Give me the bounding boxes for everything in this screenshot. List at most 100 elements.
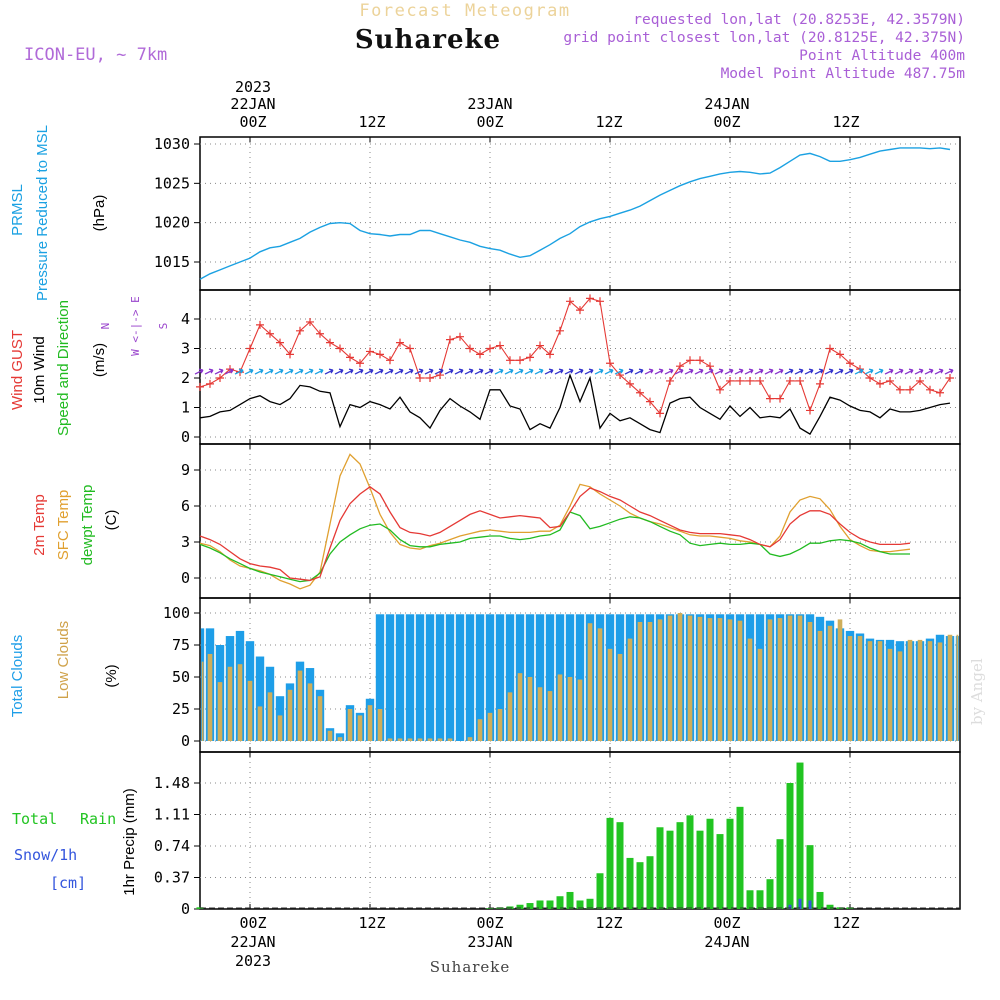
- gridpoint-coords: grid point closest lon,lat (20.8125E, 42…: [563, 30, 965, 46]
- rain-bar: [786, 783, 794, 909]
- low-cloud-bar: [557, 674, 563, 741]
- y-tick-label: 0: [181, 732, 190, 750]
- low-cloud-bar: [767, 619, 773, 741]
- wind-direction-arrow: [464, 368, 474, 375]
- y-tick-label: 3: [181, 533, 190, 551]
- low-cloud-bar: [287, 689, 293, 741]
- low-cloud-bar: [267, 692, 273, 741]
- model-altitude: Model Point Altitude 487.75m: [721, 66, 966, 82]
- rain-bar: [546, 900, 554, 909]
- wind-direction-arrow: [604, 368, 614, 375]
- wind-direction-arrow: [884, 368, 894, 375]
- total-cloud-bar: [485, 614, 495, 741]
- gust-marker: [256, 320, 264, 329]
- wind-direction-arrow: [544, 368, 554, 375]
- panel-frame: [199, 443, 961, 599]
- low-cloud-bar: [427, 738, 433, 741]
- gust-marker: [476, 350, 484, 359]
- wind-speed-line: [199, 373, 951, 436]
- rain-bar: [586, 898, 594, 909]
- gust-marker: [586, 294, 594, 303]
- total-cloud-bar: [255, 656, 265, 741]
- wind-direction-arrow: [944, 368, 954, 375]
- rain-bar: [536, 900, 544, 909]
- y-tick-label: 75: [172, 636, 190, 654]
- top-date-22jan: 22JAN: [230, 95, 275, 113]
- gust-marker: [746, 376, 754, 385]
- low-cloud-bar: [607, 648, 613, 741]
- label-rain: Rain: [80, 810, 116, 828]
- low-cloud-bar: [527, 677, 533, 741]
- top-tick-0: 00Z: [239, 113, 266, 131]
- station-name: Suhareke: [355, 25, 501, 55]
- rain-bar: [806, 845, 814, 909]
- t2m-line: [199, 485, 911, 582]
- wind-direction-arrow: [374, 368, 384, 375]
- wind-direction-arrow: [294, 368, 304, 375]
- gust-marker: [326, 338, 334, 347]
- wind-direction-arrow: [484, 368, 494, 375]
- requested-coords: requested lon,lat (20.8253E, 42.3579N): [633, 12, 965, 28]
- low-cloud-bar: [897, 651, 903, 741]
- wind-direction-arrow: [244, 368, 254, 375]
- low-cloud-bar: [227, 666, 233, 741]
- y-tick-label: 4: [181, 310, 190, 328]
- wind-direction-arrow: [574, 368, 584, 375]
- wind-direction-arrow: [354, 368, 364, 375]
- y-tick-label: 1025: [154, 174, 190, 192]
- total-cloud-bar: [505, 614, 515, 741]
- y-tick-label: 6: [181, 497, 190, 515]
- wind-direction-arrow: [854, 368, 864, 375]
- compass-n: N: [99, 323, 112, 330]
- rain-bar: [626, 857, 634, 909]
- wind-direction-arrow: [444, 368, 454, 375]
- wind-direction-arrow: [684, 368, 694, 375]
- wind-direction-arrow: [834, 368, 844, 375]
- wind-direction-arrow: [554, 368, 564, 375]
- sfc-temp-line: [199, 453, 911, 590]
- gust-marker: [486, 344, 494, 353]
- low-cloud-bar: [827, 625, 833, 741]
- prmsl-line: [199, 147, 951, 280]
- gust-marker: [246, 344, 254, 353]
- low-cloud-bar: [377, 709, 383, 741]
- low-cloud-bar: [467, 737, 473, 741]
- model-name: ICON-EU, ~ 7km: [24, 45, 167, 65]
- gust-marker: [716, 385, 724, 394]
- wind-direction-arrow: [704, 368, 714, 375]
- top-tick-3: 12Z: [595, 113, 622, 131]
- gust-marker: [396, 338, 404, 347]
- total-cloud-bar: [545, 614, 555, 741]
- wind-direction-arrow: [654, 368, 664, 375]
- low-cloud-bar: [657, 619, 663, 741]
- top-tick-5: 12Z: [832, 113, 859, 131]
- label-dewpt-temp: dewpt Temp: [79, 485, 96, 566]
- low-cloud-bar: [337, 737, 343, 741]
- gust-marker: [936, 388, 944, 397]
- rain-bar: [696, 830, 704, 909]
- watermark: by Angel: [968, 658, 986, 725]
- bottom-tick-0: 00Z: [239, 914, 266, 932]
- gust-marker: [666, 376, 674, 385]
- low-cloud-bar: [627, 638, 633, 741]
- wind-direction-arrow: [734, 368, 744, 375]
- gust-marker: [376, 350, 384, 359]
- label-ms: (m/s): [91, 343, 108, 377]
- wind-direction-arrow: [314, 368, 324, 375]
- wind-direction-arrow: [234, 368, 244, 375]
- top-date-23jan: 23JAN: [467, 95, 512, 113]
- gust-marker: [766, 394, 774, 403]
- wind-direction-arrow: [304, 368, 314, 375]
- wind-direction-arrow: [624, 368, 634, 375]
- gust-marker: [316, 329, 324, 338]
- gust-marker: [796, 376, 804, 385]
- wind-direction-arrow: [914, 368, 924, 375]
- low-cloud-bar: [247, 680, 253, 741]
- low-cloud-bar: [257, 706, 263, 741]
- rain-bar: [616, 822, 624, 909]
- rain-bar: [666, 830, 674, 909]
- wind-direction-arrow: [194, 368, 204, 375]
- label-2m-temp: 2m Temp: [31, 494, 48, 555]
- low-cloud-bar: [367, 705, 373, 741]
- low-cloud-bar: [687, 615, 693, 741]
